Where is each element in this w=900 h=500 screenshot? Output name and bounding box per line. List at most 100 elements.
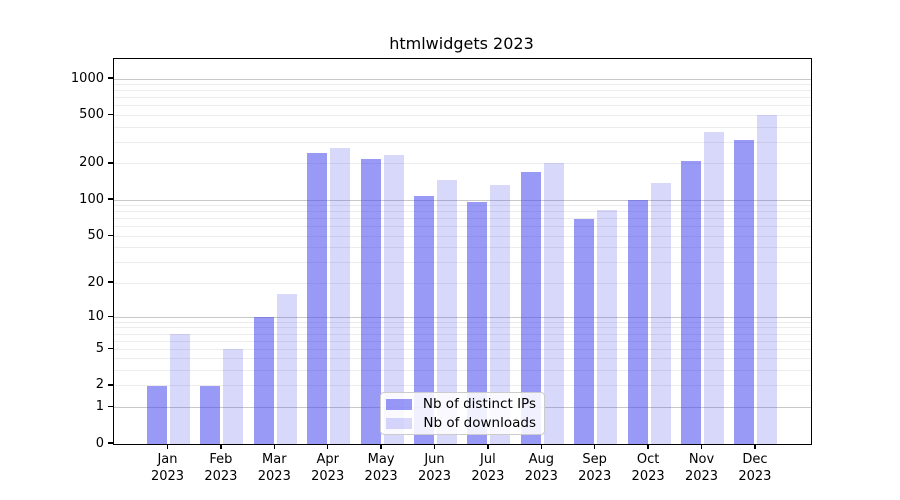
minor-gridline	[114, 163, 811, 165]
minor-gridline	[114, 385, 811, 387]
y-tick-mark	[108, 347, 113, 350]
x-tick-mark	[433, 444, 436, 450]
bar-downloads	[330, 148, 351, 444]
minor-gridline	[114, 205, 811, 207]
bar-downloads	[276, 294, 297, 444]
bar-distinct-ips	[681, 161, 701, 444]
major-gridline	[114, 199, 811, 201]
bar-distinct-ips	[520, 171, 541, 444]
y-tick-mark	[108, 281, 113, 283]
x-tick-mark	[540, 444, 542, 450]
bar-distinct-ips	[627, 200, 648, 444]
bar-downloads	[223, 349, 244, 444]
x-tick-mark	[327, 444, 329, 450]
bar-downloads	[650, 182, 671, 444]
legend-swatch-distinct-ips	[386, 398, 412, 410]
bar-downloads	[597, 209, 618, 444]
x-tick-label: Nov 2023	[684, 452, 719, 484]
y-tick-mark	[108, 77, 113, 79]
y-tick-mark	[108, 234, 113, 236]
x-tick-label: Mar 2023	[257, 452, 291, 484]
legend: Nb of distinct IPs Nb of downloads	[380, 392, 545, 435]
plot-area	[113, 58, 812, 445]
y-tick-label: 100	[79, 191, 104, 207]
minor-gridline	[114, 115, 811, 117]
bar-distinct-ips	[734, 139, 755, 444]
minor-gridline	[114, 321, 811, 323]
minor-gridline	[114, 358, 811, 360]
bar-downloads	[383, 155, 404, 444]
x-tick-mark	[700, 444, 703, 450]
bar-downloads	[704, 132, 724, 444]
y-tick-mark	[108, 113, 113, 116]
y-tick-label: 1000	[70, 70, 104, 86]
bar-downloads	[490, 184, 511, 444]
y-tick-label: 2	[95, 377, 104, 393]
y-tick-label: 50	[87, 227, 104, 243]
bar-downloads	[757, 115, 778, 444]
minor-gridline	[114, 226, 811, 228]
x-tick-mark	[273, 444, 275, 450]
y-tick-label: 20	[87, 274, 104, 290]
bar-distinct-ips	[200, 386, 221, 444]
y-tick-mark	[108, 198, 113, 200]
minor-gridline	[114, 235, 811, 237]
x-tick-mark	[220, 444, 222, 450]
bar-distinct-ips	[147, 386, 167, 444]
bar-distinct-ips	[414, 196, 434, 444]
minor-gridline	[114, 262, 811, 264]
y-tick-label: 200	[79, 155, 104, 171]
bar-distinct-ips	[307, 152, 328, 444]
x-tick-label: Oct 2023	[631, 452, 665, 484]
minor-gridline	[114, 84, 811, 86]
y-tick-mark	[108, 315, 113, 317]
minor-gridline	[114, 211, 811, 213]
minor-gridline	[114, 126, 811, 128]
bar-downloads	[543, 162, 564, 444]
minor-gridline	[114, 370, 811, 372]
x-tick-label: Apr 2023	[311, 452, 345, 484]
minor-gridline	[114, 333, 811, 335]
y-tick-mark	[108, 384, 113, 386]
legend-label-distinct-ips: Nb of distinct IPs	[422, 395, 536, 412]
y-tick-label: 1	[95, 398, 104, 414]
x-tick-label: Jan 2023	[150, 452, 185, 484]
chart-title: htmlwidgets 2023	[389, 34, 534, 53]
minor-gridline	[114, 97, 811, 99]
y-tick-mark	[108, 405, 113, 408]
x-tick-mark	[487, 444, 489, 450]
x-tick-label: Jul 2023	[471, 452, 505, 484]
x-tick-label: Aug 2023	[524, 452, 558, 484]
x-tick-mark	[647, 444, 649, 450]
y-tick-label: 10	[87, 308, 104, 324]
y-tick-mark	[108, 162, 113, 164]
x-tick-label: Jun 2023	[417, 452, 452, 484]
legend-swatch-downloads	[386, 417, 412, 429]
minor-gridline	[114, 142, 811, 143]
minor-gridline	[114, 340, 811, 342]
x-tick-mark	[754, 444, 756, 450]
bar-distinct-ips	[253, 317, 274, 444]
legend-item-distinct-ips: Nb of distinct IPs	[386, 395, 536, 412]
major-gridline	[114, 316, 811, 318]
minor-gridline	[114, 348, 811, 350]
minor-gridline	[114, 105, 811, 107]
bar-distinct-ips	[574, 218, 595, 444]
legend-label-downloads: Nb of downloads	[423, 414, 536, 431]
x-tick-mark	[594, 444, 596, 450]
bar-distinct-ips	[467, 202, 488, 444]
y-tick-label: 500	[79, 107, 104, 123]
major-gridline	[114, 78, 811, 80]
bar-downloads	[170, 334, 190, 444]
legend-item-downloads: Nb of downloads	[386, 414, 536, 431]
x-tick-label: Dec 2023	[738, 452, 772, 484]
x-tick-label: Sep 2023	[578, 452, 612, 484]
bar-distinct-ips	[360, 158, 381, 444]
minor-gridline	[114, 327, 811, 329]
minor-gridline	[114, 282, 811, 284]
y-tick-label: 5	[95, 340, 104, 356]
minor-gridline	[114, 90, 811, 92]
y-tick-label: 0	[95, 435, 104, 451]
x-tick-label: Feb 2023	[204, 452, 238, 484]
